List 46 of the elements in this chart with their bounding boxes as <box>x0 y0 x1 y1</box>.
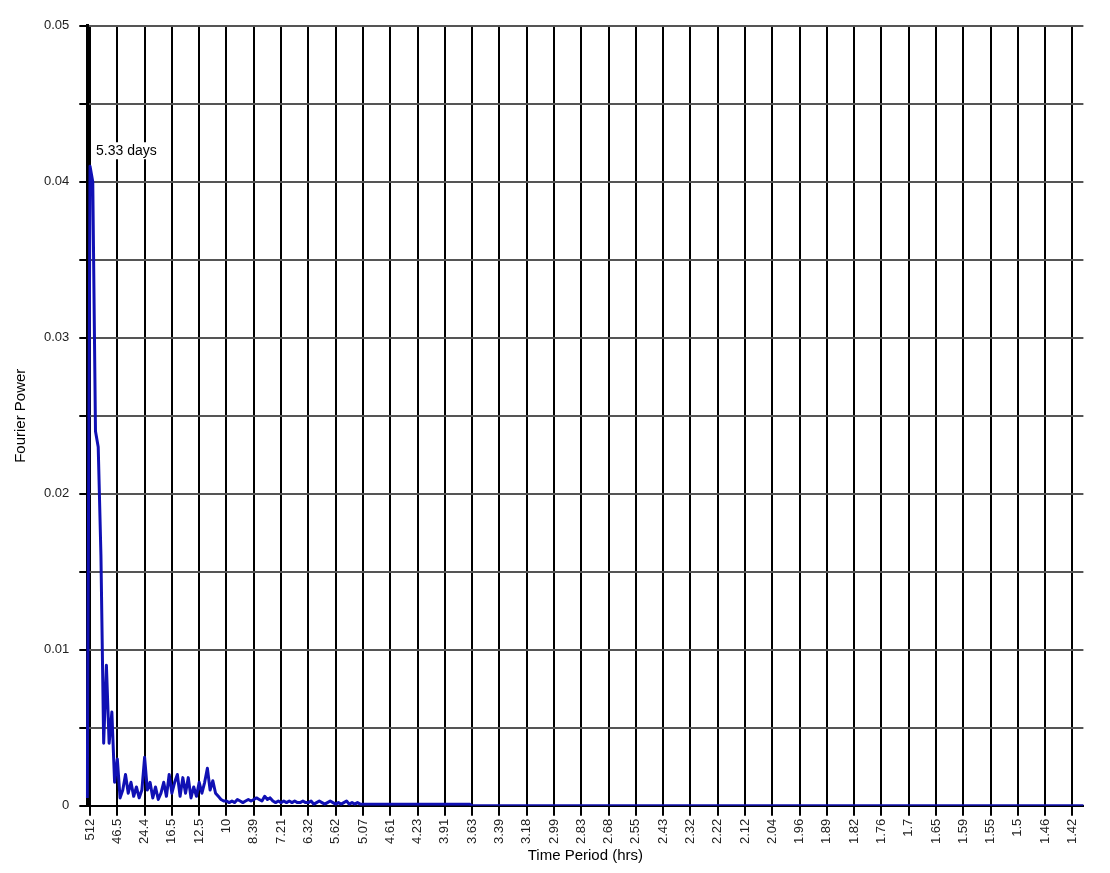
x-tick-label: 512 <box>81 818 97 841</box>
y-axis-title: Fourier Power <box>11 368 29 463</box>
x-tick-label: 10 <box>218 818 234 834</box>
x-tick-label: 1.46 <box>1036 818 1052 845</box>
y-tick-label: 0.03 <box>43 329 70 345</box>
x-tick-label: 6.32 <box>299 818 315 845</box>
x-tick-label: 5.07 <box>354 818 370 845</box>
x-tick-label: 3.63 <box>463 818 479 845</box>
x-tick-label: 4.23 <box>409 818 425 845</box>
x-tick-label: 2.43 <box>654 818 670 845</box>
x-tick-label: 1.59 <box>954 818 970 845</box>
x-tick-label: 16.5 <box>163 818 179 845</box>
x-tick-label: 1.65 <box>927 818 943 845</box>
x-tick-label: 2.22 <box>709 818 725 845</box>
x-tick-label: 5.62 <box>327 818 343 845</box>
x-tick-label: 8.39 <box>245 818 261 845</box>
x-tick-label: 1.89 <box>818 818 834 845</box>
x-tick-label: 2.68 <box>600 818 616 845</box>
x-tick-label: 1.42 <box>1064 818 1080 845</box>
x-tick-label: 3.18 <box>518 818 534 845</box>
x-axis-title: Time Period (hrs) <box>527 846 644 864</box>
y-tick-label: 0.01 <box>43 641 70 657</box>
x-tick-label: 2.04 <box>763 818 779 845</box>
y-tick-label: 0 <box>62 797 70 813</box>
x-tick-label: 2.99 <box>545 818 561 845</box>
x-tick-label: 1.96 <box>791 818 807 845</box>
x-tick-label: 7.21 <box>272 818 288 845</box>
x-tick-label: 46.5 <box>108 818 124 845</box>
x-tick-label: 2.32 <box>682 818 697 845</box>
x-tick-label: 1.55 <box>982 818 998 845</box>
x-tick-label: 3.91 <box>436 818 452 845</box>
x-tick-label: 1.82 <box>845 818 861 845</box>
x-tick-label: 1.5 <box>1009 818 1025 837</box>
x-tick-label: 4.61 <box>381 818 397 845</box>
annotation: 5.33 days <box>96 142 157 159</box>
x-tick-label: 2.12 <box>736 818 752 845</box>
y-tick-label: 0.02 <box>43 485 70 501</box>
y-tick-label: 0.04 <box>43 173 70 189</box>
x-tick-label: 1.76 <box>873 818 889 845</box>
x-tick-label: 2.83 <box>572 818 588 845</box>
y-tick-label: 0.05 <box>43 17 70 33</box>
x-tick-label: 12.5 <box>190 818 206 845</box>
x-tick-label: 24.4 <box>136 818 152 845</box>
x-tick-label: 1.7 <box>900 818 916 837</box>
x-tick-label: 2.55 <box>627 818 643 845</box>
x-tick-label: 3.39 <box>490 818 506 845</box>
